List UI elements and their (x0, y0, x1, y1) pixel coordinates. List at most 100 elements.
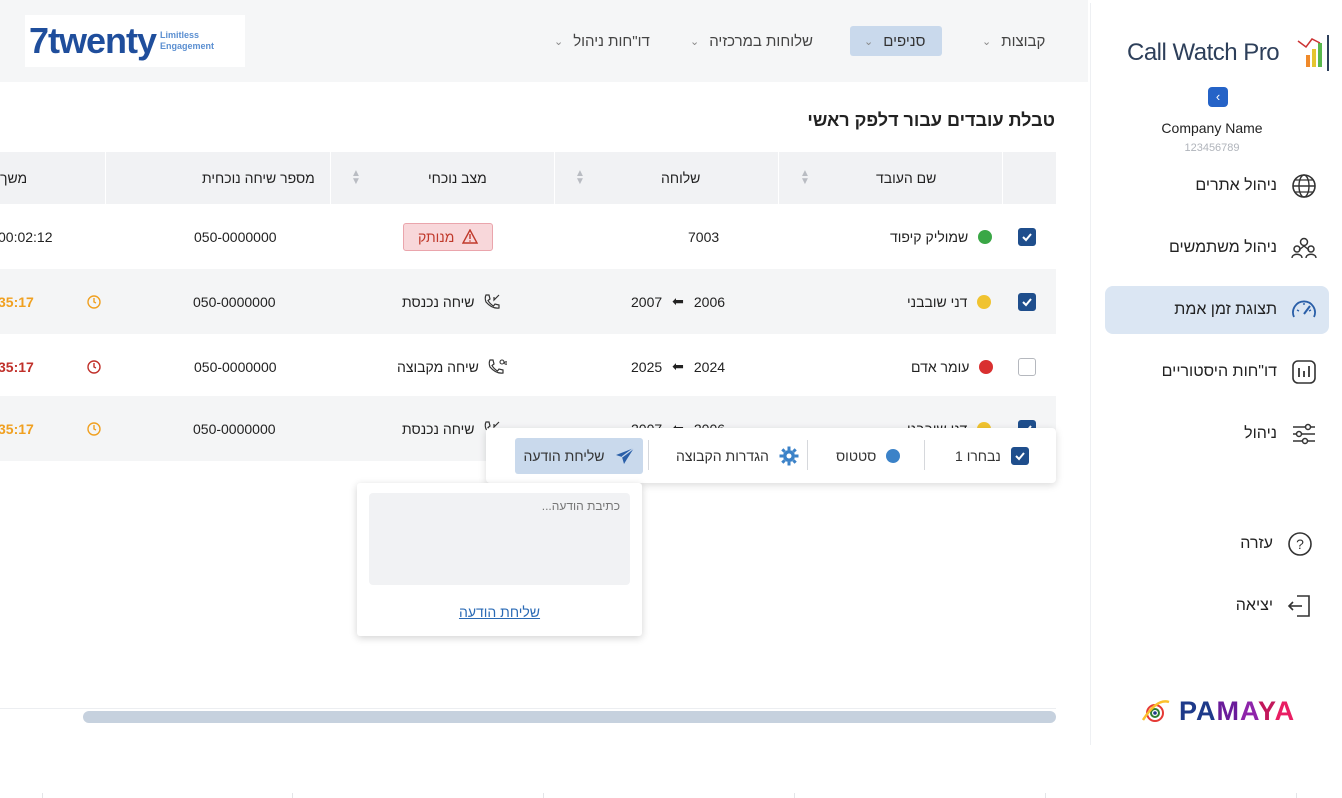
sidebar-item-management[interactable]: ניהול (1105, 410, 1329, 458)
help-icon: ? (1288, 532, 1312, 556)
clock-icon (87, 421, 101, 436)
status-text: שיחה מקבוצה (397, 358, 479, 375)
phone-number: 050-0000000 (193, 420, 276, 437)
column-header-phone: מספר שיחה נוכחית (202, 170, 315, 186)
sidebar-item-label: תצוגת זמן אמת (1174, 301, 1277, 318)
gear-icon (779, 446, 799, 465)
arrow-left-icon: ⬅ (672, 293, 684, 309)
svg-text:?: ? (1296, 536, 1304, 552)
employee-name: שמוליק קיפוד (890, 228, 969, 245)
phone-number: 050-0000000 (194, 228, 277, 245)
chevron-down-icon: ⌄ (690, 35, 700, 48)
sidebar-item-label: ניהול אתרים (1195, 177, 1277, 194)
speedometer-icon (1292, 300, 1316, 318)
status-badge: מנותק (403, 222, 494, 251)
extension-value: 7003 (688, 228, 720, 245)
extension-from: 2006 (693, 293, 726, 310)
sort-employee-button[interactable]: ▲ ▼ (800, 152, 810, 204)
send-message-button[interactable]: שליחת הודעה (515, 438, 643, 474)
users-icon (1291, 237, 1317, 259)
logout-label: יציאה (1235, 597, 1273, 614)
selection-action-bar: 1 נבחרו סטטוס הגדרות הקבוצה שליחת הודעה (486, 428, 1056, 483)
topnav-label: דו"חות ניהול (573, 32, 650, 50)
table-header: ▲ ▼ שם העובד ▲ ▼ שלוחה ▲ ▼ מצב נוכחי מספר ש… (0, 152, 1056, 204)
column-header-employee: שם העובד (876, 170, 937, 186)
chevron-down-icon: ⌄ (864, 35, 874, 48)
logo-tagline-line2: Engagement (160, 41, 215, 51)
extension-transfer: 2007 ⬅ 2006 (631, 269, 725, 334)
horizontal-scrollbar-thumb[interactable] (83, 711, 1056, 723)
clock-icon (87, 294, 101, 309)
status-action-label: סטטוס (836, 447, 877, 464)
logo-tagline-line1: Limitless (160, 30, 200, 40)
extension-to: 2025 (631, 358, 663, 375)
status-text: שיחה נכנסת (402, 293, 475, 310)
table-row[interactable]: עומר אדם 2025 ⬅ 2024 שיחה מקבוצה 050-000… (0, 334, 1056, 399)
topnav-groups[interactable]: ⌄ קבוצות (968, 26, 1059, 56)
table-row[interactable]: שמוליק קיפוד 7003 מנותק 050-0000000 00:0… (0, 204, 1056, 269)
horizontal-scrollbar-track[interactable] (0, 708, 1056, 724)
company-name: Company Name (1161, 120, 1263, 136)
topnav-branches[interactable]: ⌄ סניפים (850, 26, 942, 56)
selected-count-label: 1 נבחרו (955, 447, 1001, 464)
top-bar: 7twenty Limitless Engagement ⌄ קבוצות ⌄ … (0, 0, 1088, 82)
row-checkbox[interactable] (1018, 357, 1036, 376)
sort-status-button[interactable]: ▲ ▼ (351, 152, 361, 204)
selected-count[interactable]: 1 נבחרו (955, 428, 1029, 483)
help-label: עזרה (1240, 535, 1273, 552)
check-icon (1022, 232, 1032, 241)
check-icon (1022, 297, 1032, 306)
topnav-label: קבוצות (1001, 32, 1046, 50)
help-button[interactable]: עזרה ? (1105, 520, 1325, 568)
sidebar-item-realtime[interactable]: תצוגת זמן אמת (1105, 286, 1329, 334)
chart-icon (1292, 360, 1316, 384)
sidebar-item-users[interactable]: ניהול משתמשים (1105, 224, 1329, 272)
logo-main-text: 7twenty (29, 20, 157, 61)
sidebar-item-label: ניהול (1244, 425, 1277, 442)
message-textarea[interactable] (369, 493, 630, 585)
table-row[interactable]: דני שובבני 2007 ⬅ 2006 שיחה נכנסת 050-00… (0, 269, 1056, 334)
employee-name: דני שובבני (907, 293, 968, 310)
warning-icon (462, 229, 479, 244)
collapse-icon: ‹ (1215, 89, 1221, 104)
sidebar-item-label: ניהול משתמשים (1168, 239, 1277, 256)
presence-dot (977, 294, 992, 309)
sliders-icon (1293, 423, 1315, 445)
call-timer: 35:17 (0, 293, 34, 310)
select-all-checkbox[interactable] (1010, 446, 1029, 465)
sidebar-item-sites[interactable]: ניהול אתרים (1105, 162, 1329, 210)
incoming-call-icon (484, 293, 500, 309)
row-checkbox[interactable] (1018, 292, 1036, 311)
sort-extension-button[interactable]: ▲ ▼ (575, 152, 585, 204)
status-action-button[interactable]: סטטוס (836, 428, 901, 483)
topnav-label: סניפים (883, 32, 926, 50)
phone-number: 050-0000000 (193, 293, 276, 310)
presence-dot (979, 359, 994, 374)
call-timer: 35:17 (0, 420, 34, 437)
column-header-duration: משך (0, 170, 28, 186)
topnav-extensions[interactable]: ⌄ שלוחות במרכזיה (676, 26, 827, 56)
arrow-left-icon: ⬅ (672, 358, 684, 374)
extension-to: 2007 (631, 293, 663, 310)
group-settings-label: הגדרות הקבוצה (676, 447, 769, 464)
send-message-link[interactable]: שליחת הודעה (458, 604, 541, 620)
company-number: 123456789 (1184, 142, 1240, 154)
pamaya-swirl-icon (1141, 700, 1170, 722)
paper-plane-icon (615, 447, 634, 464)
check-icon (1015, 451, 1025, 460)
sidebar-item-historical-reports[interactable]: דו"חות היסטוריים (1105, 348, 1329, 396)
row-checkbox[interactable] (1018, 227, 1036, 246)
logout-icon (1287, 595, 1310, 617)
sort-icon: ▲ ▼ (575, 168, 585, 187)
group-settings-button[interactable]: הגדרות הקבוצה (676, 428, 799, 483)
message-popover: שליחת הודעה (357, 483, 642, 636)
brand-name: Call Watch Pro (1127, 39, 1280, 66)
logout-button[interactable]: יציאה (1105, 582, 1325, 630)
collapse-sidebar-button[interactable]: ‹ (1208, 87, 1228, 107)
7twenty-logo: 7twenty Limitless Engagement (25, 15, 245, 67)
topnav-management-reports[interactable]: ⌄ דו"חות ניהול (540, 26, 664, 56)
pamaya-wordmark: PAMAYA (1179, 695, 1296, 726)
globe-icon (1292, 174, 1316, 198)
column-header-extension: שלוחה (661, 170, 701, 186)
bottom-divider (0, 793, 1342, 798)
